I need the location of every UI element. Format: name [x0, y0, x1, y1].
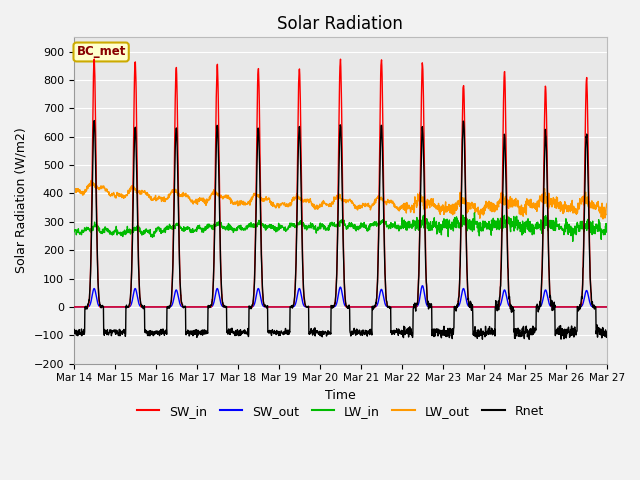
Y-axis label: Solar Radiation (W/m2): Solar Radiation (W/m2)	[15, 128, 28, 274]
Text: BC_met: BC_met	[76, 46, 126, 59]
Title: Solar Radiation: Solar Radiation	[277, 15, 403, 33]
Legend: SW_in, SW_out, LW_in, LW_out, Rnet: SW_in, SW_out, LW_in, LW_out, Rnet	[132, 400, 549, 423]
X-axis label: Time: Time	[325, 389, 356, 402]
